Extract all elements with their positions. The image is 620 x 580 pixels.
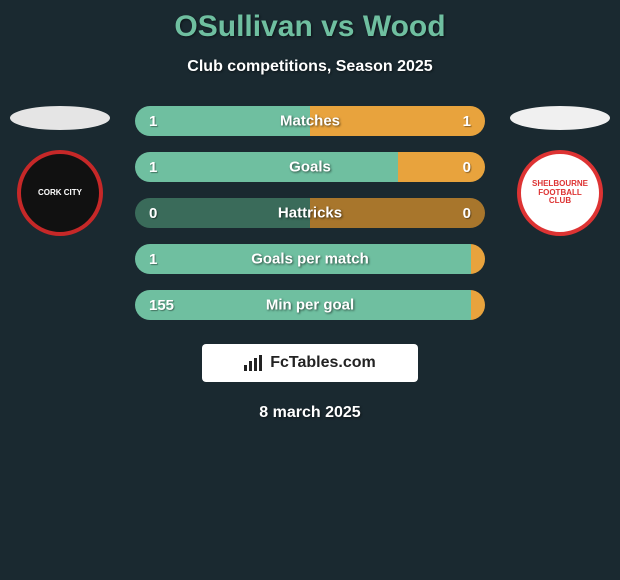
stat-label: Goals per match [251, 251, 369, 268]
chart-icon [244, 355, 264, 371]
stat-row: 1 1 Matches [135, 106, 485, 136]
stat-left-value: 1 [149, 113, 157, 130]
left-player-oval [10, 106, 110, 130]
right-player-oval [510, 106, 610, 130]
stat-row: 155 Min per goal [135, 290, 485, 320]
stat-left-value: 0 [149, 205, 157, 222]
left-club-name: CORK CITY [38, 189, 82, 198]
date-text: 8 march 2025 [0, 404, 620, 422]
stat-bar-right [471, 290, 485, 320]
stat-label: Hattricks [278, 205, 342, 222]
stat-bars: 1 1 Matches 1 0 Goals 0 0 Hattricks 1 Goals per ma… [135, 106, 485, 320]
stat-label: Min per goal [266, 297, 354, 314]
stat-left-value: 1 [149, 159, 157, 176]
stat-bar-right: 0 [398, 152, 486, 182]
attribution-text: FcTables.com [270, 354, 376, 372]
stat-right-value: 0 [463, 159, 471, 176]
compare-area: CORK CITY SHELBOURNE FOOTBALL CLUB 1 1 Mat… [0, 106, 620, 320]
subtitle: Club competitions, Season 2025 [0, 58, 620, 76]
stat-bar-right [471, 244, 485, 274]
stat-left-value: 1 [149, 251, 157, 268]
right-club-name: SHELBOURNE FOOTBALL CLUB [527, 180, 593, 206]
stat-row: 1 0 Goals [135, 152, 485, 182]
page-title: OSullivan vs Wood [0, 0, 620, 44]
stat-row: 1 Goals per match [135, 244, 485, 274]
attribution-badge: FcTables.com [202, 344, 418, 382]
stat-label: Goals [289, 159, 331, 176]
stat-right-value: 1 [463, 113, 471, 130]
stat-label: Matches [280, 113, 340, 130]
stat-right-value: 0 [463, 205, 471, 222]
stat-row: 0 0 Hattricks [135, 198, 485, 228]
stat-bar-left: 1 [135, 152, 398, 182]
right-club-badge: SHELBOURNE FOOTBALL CLUB [517, 150, 603, 236]
left-player-col: CORK CITY [10, 106, 110, 236]
right-player-col: SHELBOURNE FOOTBALL CLUB [510, 106, 610, 236]
left-club-badge: CORK CITY [17, 150, 103, 236]
stat-left-value: 155 [149, 297, 174, 314]
